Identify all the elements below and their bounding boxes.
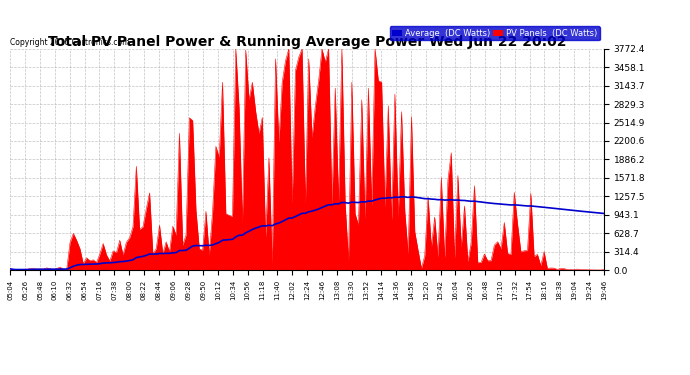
Legend: Average  (DC Watts), PV Panels  (DC Watts): Average (DC Watts), PV Panels (DC Watts) bbox=[390, 26, 600, 40]
Title: Total PV Panel Power & Running Average Power Wed Jun 22 20:02: Total PV Panel Power & Running Average P… bbox=[48, 35, 566, 49]
Text: Copyright 2016 Cartronics.com: Copyright 2016 Cartronics.com bbox=[10, 38, 130, 46]
